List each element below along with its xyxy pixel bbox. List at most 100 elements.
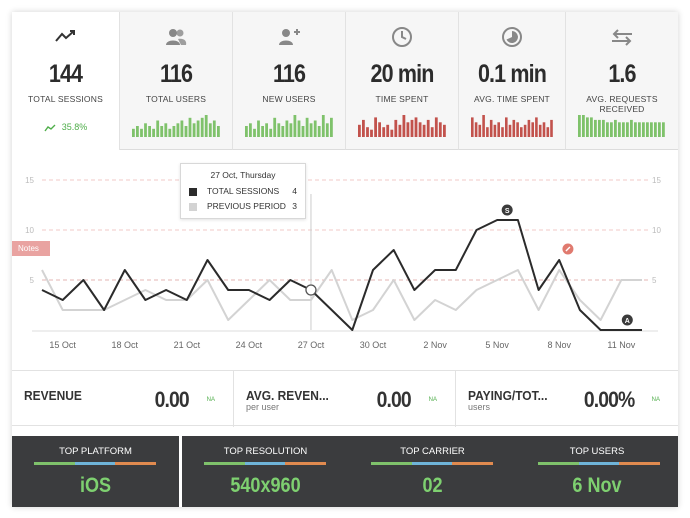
sparkline	[471, 115, 553, 137]
card-value: iOS	[79, 474, 112, 497]
spark-bar	[443, 124, 446, 137]
tab-time-spent[interactable]: 20 min TIME SPENT	[346, 12, 459, 150]
spark-bar	[505, 117, 508, 137]
tab-avg-time-spent[interactable]: 0.1 min AVG. TIME SPENT	[459, 12, 566, 150]
sparkline	[578, 115, 665, 137]
metric-revenue[interactable]: REVENUE 0.00 NA	[12, 371, 234, 427]
spark-bar	[438, 122, 442, 137]
card-top-carrier[interactable]: TOP CARRIER 02	[349, 436, 516, 507]
card-stripes	[371, 462, 494, 465]
spark-bar	[516, 122, 519, 137]
x-tick-label: 15 Oct	[49, 340, 76, 350]
clock-icon	[390, 26, 414, 48]
spark-bar	[132, 128, 135, 137]
spark-bar	[586, 117, 589, 137]
spark-bar	[289, 123, 293, 137]
kpi-label: AVG. REQUESTS RECEIVED	[586, 94, 658, 114]
metric-subtitle: per user	[246, 402, 280, 412]
spark-bar	[200, 117, 204, 137]
spark-bar	[634, 122, 637, 137]
kpi-tabs: 144 TOTAL SESSIONS 35.8% 116 TOTAL USERS…	[12, 12, 678, 150]
metric-paying-total[interactable]: PAYING/TOT... users 0.00% NA	[456, 371, 678, 427]
sparkline	[245, 115, 333, 137]
kpi-value: 20 min	[370, 60, 435, 88]
spark-bar	[176, 123, 180, 137]
card-value: 540x960	[230, 474, 301, 497]
spark-bar	[471, 117, 474, 137]
kpi-label: TOTAL USERS	[145, 94, 207, 104]
card-top-users[interactable]: TOP USERS 6 Nov	[516, 436, 678, 507]
spark-bar	[301, 126, 305, 137]
metric-value: 0.00	[154, 387, 190, 412]
kpi-label: AVG. TIME SPENT	[474, 94, 550, 104]
tab-avg-requests[interactable]: 1.6 AVG. REQUESTS RECEIVED	[566, 12, 678, 150]
spark-bar	[512, 119, 516, 137]
spark-bar	[277, 123, 281, 137]
tab-total-sessions[interactable]: 144 TOTAL SESSIONS 35.8%	[12, 12, 120, 150]
metric-na-badge: NA	[206, 397, 215, 403]
spark-bar	[478, 124, 482, 137]
spark-bar	[474, 122, 478, 137]
spark-bar	[501, 127, 504, 137]
spark-bar	[406, 122, 410, 137]
pencil-stroke	[565, 246, 571, 252]
spark-bar	[582, 115, 585, 137]
spark-bar	[638, 122, 641, 137]
trend-line-icon	[54, 26, 78, 48]
spark-bar	[535, 117, 538, 137]
exchange-arrows-icon	[610, 26, 634, 48]
metric-na-badge: NA	[651, 397, 660, 403]
spark-bar	[642, 122, 645, 137]
spark-bar	[269, 128, 273, 137]
x-tick-label: 21 Oct	[174, 340, 201, 350]
spark-bar	[330, 117, 333, 137]
tab-new-users[interactable]: 116 NEW USERS	[233, 12, 346, 150]
spark-bar	[610, 122, 613, 137]
tab-total-users[interactable]: 116 TOTAL USERS	[120, 12, 233, 150]
spark-bar	[253, 128, 256, 137]
spark-bar	[650, 122, 653, 137]
spark-bar	[402, 115, 406, 137]
spark-bar	[550, 119, 553, 137]
spark-bar	[618, 122, 621, 137]
notes-flag[interactable]: Notes	[12, 241, 50, 256]
y-tick-label: 5	[652, 276, 657, 285]
x-tick-label: 11 Nov	[607, 340, 635, 350]
add-user-icon	[277, 26, 301, 48]
tooltip-title: 27 Oct, Thursday	[210, 170, 276, 180]
spark-bar	[430, 127, 434, 137]
line-chart: 5 5 10 10 15 15 15 Oct 18 Oct 21 Oct 24 Oct 27 Oct…	[25, 176, 661, 350]
spark-bar	[493, 124, 497, 137]
metric-title: AVG. REVEN...	[246, 388, 329, 403]
spark-bar	[172, 126, 176, 137]
kpi-value: 144	[48, 60, 83, 88]
spark-bar	[482, 115, 485, 137]
metric-avg-revenue[interactable]: AVG. REVEN... per user 0.00 NA	[234, 371, 456, 427]
spark-bar	[434, 117, 438, 137]
metric-na-badge: NA	[428, 397, 437, 403]
trend-up-icon	[44, 124, 56, 132]
metric-value: 0.00%	[583, 387, 634, 412]
spark-bar	[273, 117, 277, 137]
spark-bar	[426, 119, 430, 137]
spark-bar	[394, 119, 398, 137]
kpi-value: 1.6	[608, 60, 636, 88]
x-tick-label: 18 Oct	[112, 340, 139, 350]
spark-bar	[398, 124, 402, 137]
spark-bar	[358, 124, 361, 137]
kpi-value: 0.1 min	[477, 60, 547, 88]
spark-bar	[382, 127, 386, 137]
a-marker-label: A	[625, 318, 630, 325]
tooltip-series-value: 3	[292, 201, 297, 211]
card-stripes	[34, 462, 157, 465]
card-top-platform[interactable]: TOP PLATFORM iOS	[12, 436, 179, 507]
spark-bar	[265, 123, 268, 137]
tooltip-row: TOTAL SESSIONS 4	[189, 186, 297, 198]
spark-bar	[370, 129, 373, 137]
spark-bar	[662, 122, 665, 137]
spark-bar	[630, 119, 633, 137]
spark-bar	[184, 126, 188, 137]
card-top-resolution[interactable]: TOP RESOLUTION 540x960	[182, 436, 349, 507]
spark-bar	[325, 123, 329, 137]
kpi-trend-value: 35.8%	[61, 122, 88, 132]
